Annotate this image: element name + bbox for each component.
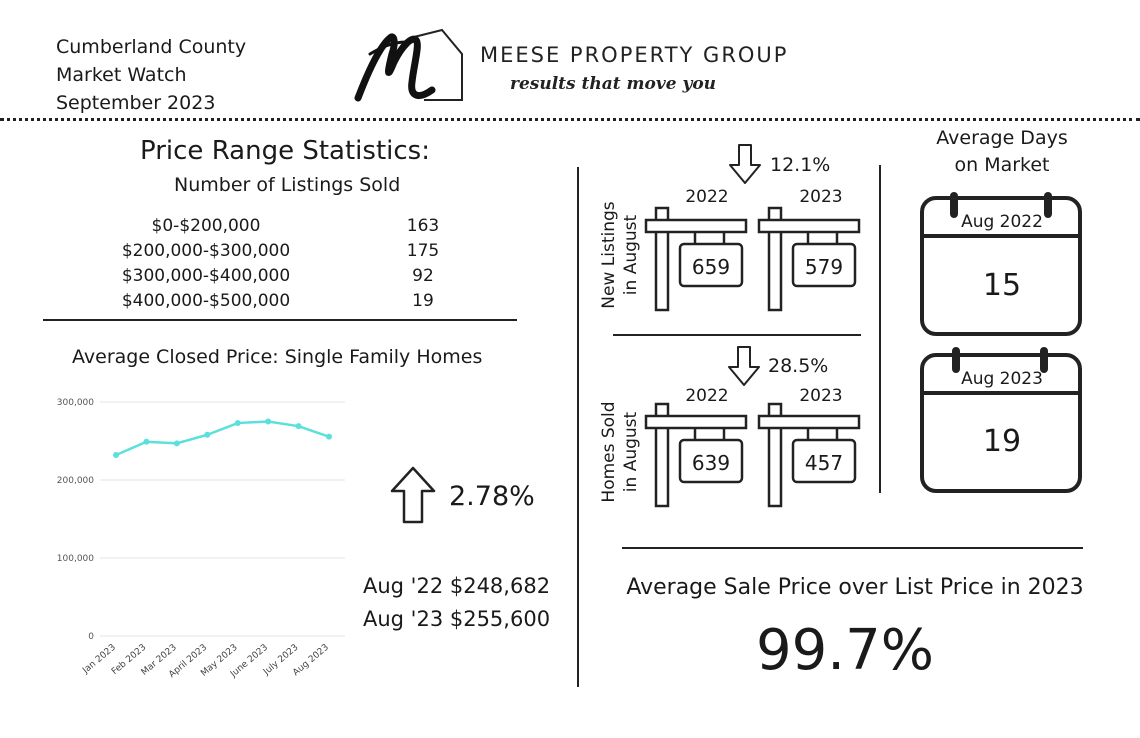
closed-price-aug23: Aug '23 $255,600 xyxy=(363,607,551,631)
calendar-icon xyxy=(920,347,1082,493)
range-count: 19 xyxy=(412,291,434,311)
calendar-1-value: 15 xyxy=(982,268,1022,303)
sale-divider xyxy=(622,547,1083,549)
for-sale-sign-icon xyxy=(757,402,861,508)
calendar-2-value: 19 xyxy=(982,424,1022,459)
header-date: September 2023 xyxy=(56,92,216,114)
calendar-2-label: Aug 2023 xyxy=(961,369,1043,389)
new-listings-change: 12.1% xyxy=(770,154,831,176)
arrow-up-icon xyxy=(390,466,436,524)
for-sale-sign-icon xyxy=(644,402,748,508)
y-tick-label: 100,000 xyxy=(57,554,94,564)
homes-sold-label-line1: Homes Sold xyxy=(599,401,619,503)
range-label: $300,000-$400,000 xyxy=(121,266,291,286)
brand-name: MEESE PROPERTY GROUP xyxy=(480,43,789,67)
data-point xyxy=(234,420,241,427)
arrow-down-icon xyxy=(728,346,760,386)
header-county: Cumberland County xyxy=(56,36,247,58)
data-point xyxy=(204,431,211,438)
homes-sold-label-line2: in August xyxy=(621,411,641,493)
y-tick-label: 200,000 xyxy=(57,476,94,486)
range-label: $0-$200,000 xyxy=(151,216,261,236)
header-market-watch: Market Watch xyxy=(56,64,187,86)
sale-over-list-value: 99.7% xyxy=(756,618,934,683)
homes-sold-change: 28.5% xyxy=(768,355,829,377)
calendar-icon xyxy=(920,192,1082,336)
brand-tagline: results that move you xyxy=(510,74,717,94)
data-point xyxy=(173,440,180,447)
series-line xyxy=(115,420,330,457)
for-sale-sign-icon xyxy=(757,206,861,312)
data-point xyxy=(143,438,150,445)
closed-price-change: 2.78% xyxy=(449,481,535,512)
data-point xyxy=(295,423,302,430)
range-label: $200,000-$300,000 xyxy=(121,241,291,261)
range-count: 92 xyxy=(412,266,434,286)
sale-over-list-title: Average Sale Price over List Price in 20… xyxy=(626,575,1084,600)
price-range-subtitle: Number of Listings Sold xyxy=(174,174,401,196)
data-point xyxy=(113,452,119,459)
calendar-1-label: Aug 2022 xyxy=(961,212,1043,232)
y-tick-label: 0 xyxy=(88,632,94,642)
new-listings-value2: 579 xyxy=(804,255,844,279)
homes-sold-year2: 2023 xyxy=(799,386,843,406)
dom-title-line1: Average Days xyxy=(936,127,1068,149)
new-listings-label-line2: in August xyxy=(621,214,641,296)
y-tick-label: 300,000 xyxy=(57,398,94,408)
listings-divider xyxy=(613,334,861,336)
closed-price-aug22: Aug '22 $248,682 xyxy=(363,574,551,598)
new-listings-value1: 659 xyxy=(691,255,731,279)
header-divider xyxy=(0,118,1140,121)
dom-title-line2: on Market xyxy=(954,154,1050,176)
range-label: $400,000-$500,000 xyxy=(121,291,291,311)
new-listings-year1: 2022 xyxy=(685,187,729,207)
new-listings-label-line1: New Listings xyxy=(599,201,619,309)
range-count: 175 xyxy=(406,241,440,261)
market-divider xyxy=(879,165,881,493)
logo-m-house-icon xyxy=(354,28,463,102)
range-count: 163 xyxy=(406,216,440,236)
homes-sold-value1: 639 xyxy=(691,451,731,475)
homes-sold-value2: 457 xyxy=(804,451,844,475)
closed-price-title: Average Closed Price: Single Family Home… xyxy=(72,346,483,368)
column-divider xyxy=(577,167,579,687)
price-range-title: Price Range Statistics: xyxy=(140,136,430,166)
section-divider xyxy=(43,319,517,321)
homes-sold-year1: 2022 xyxy=(685,386,729,406)
data-point xyxy=(265,418,272,425)
for-sale-sign-icon xyxy=(644,206,748,312)
data-point xyxy=(326,433,332,440)
new-listings-year2: 2023 xyxy=(799,187,843,207)
arrow-down-icon xyxy=(729,144,761,184)
